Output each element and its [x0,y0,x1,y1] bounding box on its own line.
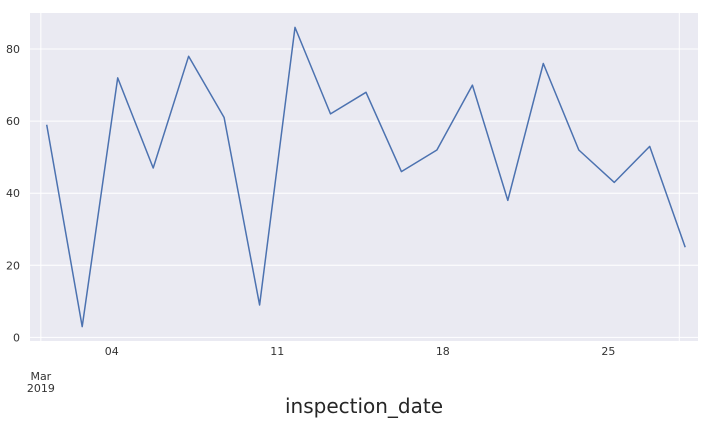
y-tick-label: 20 [6,259,20,272]
x-tick-label: 25 [601,345,615,358]
y-tick-label: 0 [13,331,20,344]
x-axis-title: inspection_date [285,394,443,418]
series-line [45,26,686,328]
x-tick-label: Mar [30,370,51,383]
y-tick-label: 40 [6,187,20,200]
x-tick-label: 11 [270,345,284,358]
grid-lines [30,13,698,341]
x-tick-label: 04 [105,345,119,358]
x-tick-label: 18 [436,345,450,358]
y-tick-label: 60 [6,115,20,128]
plot-background [30,13,698,341]
y-tick-labels: 0 20 40 60 80 [6,43,20,344]
y-tick-label: 80 [6,43,20,56]
x-tick-year-label: 2019 [27,382,55,395]
